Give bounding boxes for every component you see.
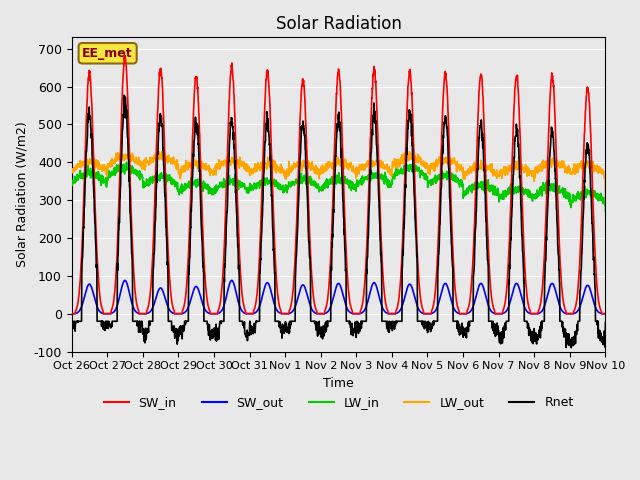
Y-axis label: Solar Radiation (W/m2): Solar Radiation (W/m2): [15, 121, 28, 267]
Title: Solar Radiation: Solar Radiation: [276, 15, 401, 33]
X-axis label: Time: Time: [323, 377, 354, 390]
Text: EE_met: EE_met: [83, 47, 133, 60]
Legend: SW_in, SW_out, LW_in, LW_out, Rnet: SW_in, SW_out, LW_in, LW_out, Rnet: [99, 391, 579, 414]
